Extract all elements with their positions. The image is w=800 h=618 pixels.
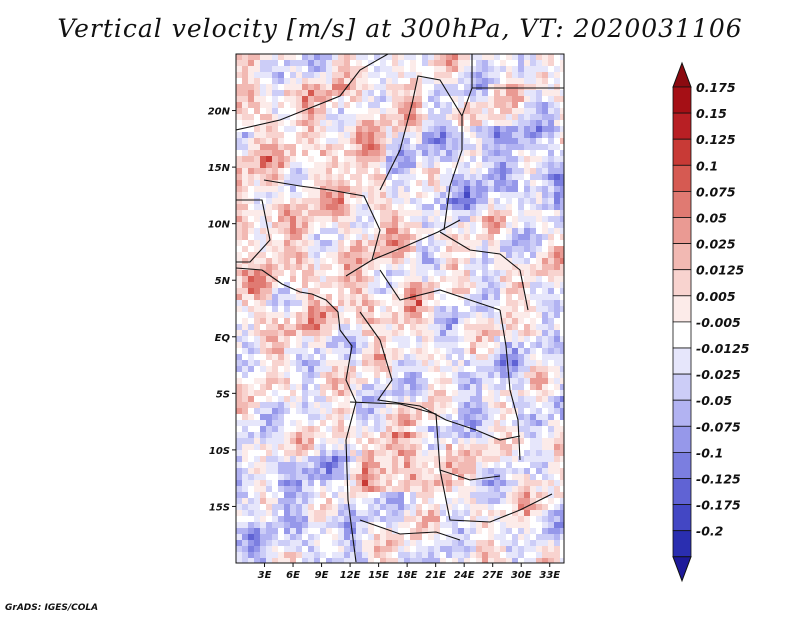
vertical-velocity-field (236, 54, 564, 563)
colorbar-swatch (672, 451, 692, 479)
colorbar-swatch (672, 504, 692, 532)
lat-tick-label: 5N (215, 276, 231, 287)
colorbar-label: -0.1 (696, 445, 723, 460)
lat-tick-label: 5S (216, 389, 230, 400)
colorbar-swatch (672, 138, 692, 166)
colorbar-swatch (672, 164, 692, 192)
lon-tick-label: 12E (340, 570, 361, 581)
colorbar-label: -0.2 (696, 524, 723, 539)
lat-tick-label: 10S (209, 446, 230, 457)
lon-tick-label: 15E (368, 570, 389, 581)
map-frame (235, 53, 565, 564)
lon-tick-label: 9E (315, 570, 329, 581)
lat-tick-label: 10N (208, 220, 231, 231)
lon-tick-label: 24E (454, 570, 475, 581)
lon-tick-label: 33E (539, 570, 560, 581)
colorbar-swatch (672, 321, 692, 349)
colorbar-label: 0.125 (696, 132, 736, 147)
colorbar-swatch (672, 530, 692, 558)
colorbar: 0.175 0.15 0.125 0.1 0.075 0.05 0.025 0.0125 0.0… (672, 61, 750, 583)
colorbar-swatch (672, 373, 692, 401)
colorbar-label: -0.05 (696, 393, 732, 408)
colorbar-swatch (672, 243, 692, 271)
colorbar-label: 0.025 (696, 237, 736, 252)
colorbar-label: 0.075 (696, 184, 736, 199)
lon-tick-label: 21E (425, 570, 446, 581)
colorbar-label: 0.175 (696, 80, 736, 95)
longitude-axis: 3E 6E 9E 12E 15E 18E 21E 24E 27E 30E 33E (258, 563, 560, 581)
colorbar-swatch (672, 347, 692, 375)
colorbar-swatch (672, 478, 692, 506)
colorbar-label: -0.075 (696, 419, 741, 434)
colorbar-swatch (672, 269, 692, 297)
colorbar-label: 0.05 (696, 211, 727, 226)
lat-tick-label: 15N (208, 163, 231, 174)
colorbar-label: 0.1 (696, 158, 718, 173)
lat-tick-label: EQ (215, 333, 231, 344)
colorbar-swatch (672, 190, 692, 218)
colorbar-swatch (672, 295, 692, 323)
lat-tick-label: 20N (208, 107, 231, 118)
latitude-axis: 20N 15N 10N 5N EQ 5S 10S 15S (208, 107, 236, 513)
colorbar-swatch (672, 425, 692, 453)
colorbar-label: -0.025 (696, 367, 741, 382)
colorbar-swatch (672, 112, 692, 140)
colorbar-swatch (672, 217, 692, 245)
grads-credit: GrADS: IGES/COLA (5, 603, 99, 613)
lon-tick-label: 6E (286, 570, 300, 581)
colorbar-label: -0.175 (696, 498, 741, 513)
country-borders (236, 54, 564, 563)
lat-tick-label: 15S (209, 502, 230, 513)
colorbar-label: -0.005 (696, 315, 741, 330)
lon-tick-label: 27E (482, 570, 503, 581)
chart-title: Vertical velocity [m/s] at 300hPa, VT: 2… (57, 14, 743, 43)
colorbar-swatch (672, 399, 692, 427)
colorbar-top-arrow (672, 61, 692, 88)
colorbar-label: 0.005 (696, 289, 736, 304)
lon-tick-label: 30E (511, 570, 532, 581)
colorbar-swatch (672, 86, 692, 114)
colorbar-label: 0.0125 (696, 263, 745, 278)
lon-tick-label: 18E (397, 570, 418, 581)
colorbar-label: -0.125 (696, 472, 741, 487)
colorbar-bottom-arrow (672, 556, 692, 583)
colorbar-label: -0.0125 (696, 341, 750, 356)
lon-tick-label: 3E (258, 570, 272, 581)
colorbar-label: 0.15 (696, 106, 727, 121)
